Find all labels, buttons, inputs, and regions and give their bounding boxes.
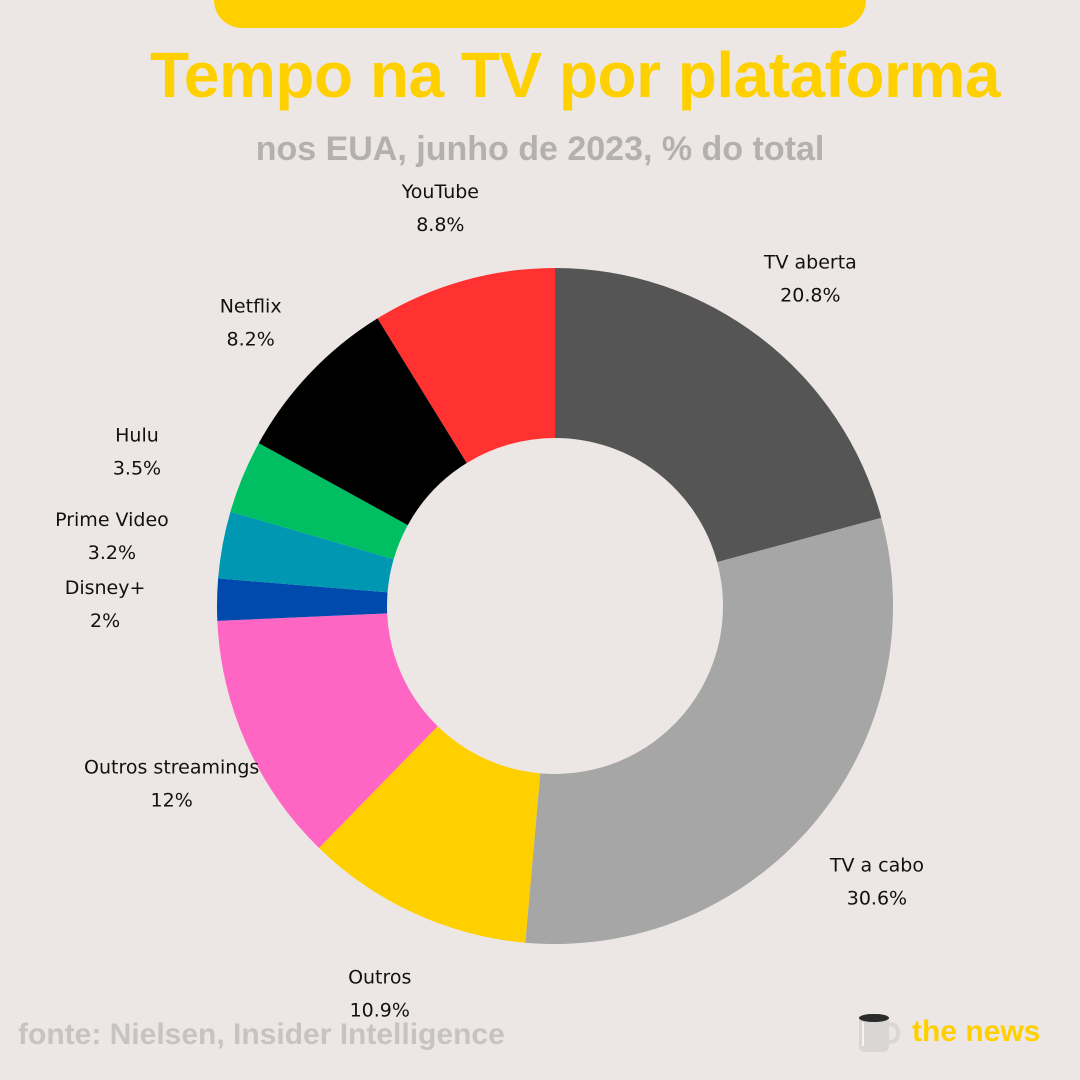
slice-label: Hulu bbox=[115, 424, 159, 446]
slice-value-label: 10.9% bbox=[350, 1000, 410, 1022]
slice-value-label: 3.5% bbox=[113, 457, 161, 479]
slice-value-label: 8.2% bbox=[227, 329, 275, 351]
chart-title: Tempo na TV por plataforma bbox=[150, 39, 1000, 111]
slice-disney- bbox=[217, 578, 388, 621]
brand-name: the news bbox=[912, 1015, 1041, 1048]
slice-label: Disney+ bbox=[65, 577, 146, 599]
slice-label: YouTube bbox=[401, 181, 479, 203]
slice-tv-aberta bbox=[555, 268, 882, 563]
slice-value-label: 8.8% bbox=[416, 214, 464, 236]
slice-youtube bbox=[377, 268, 555, 464]
slice-prime-video bbox=[218, 511, 394, 593]
source-note: fonte: Nielsen, Insider Intelligence bbox=[18, 1018, 505, 1051]
slice-value-label: 30.6% bbox=[847, 888, 907, 910]
slice-outros bbox=[319, 726, 541, 943]
slice-label: Prime Video bbox=[55, 509, 169, 531]
slice-value-label: 20.8% bbox=[780, 285, 840, 307]
slice-value-label: 2% bbox=[90, 610, 120, 632]
slice-netflix bbox=[258, 318, 467, 526]
slice-label: TV aberta bbox=[763, 252, 857, 274]
slice-label: Outros streamings bbox=[84, 757, 259, 779]
brand-logo: the news bbox=[852, 1008, 1040, 1056]
slice-value-label: 12% bbox=[151, 790, 193, 812]
slice-label: Netflix bbox=[220, 296, 282, 318]
slice-outros-streamings bbox=[217, 613, 438, 848]
slice-label: Outros bbox=[348, 967, 411, 989]
slice-tv-a-cabo bbox=[525, 517, 893, 944]
slice-value-label: 3.2% bbox=[88, 542, 136, 564]
slice-hulu bbox=[230, 443, 408, 560]
slice-label: TV a cabo bbox=[829, 855, 924, 877]
coffee-mug-icon bbox=[859, 1014, 900, 1052]
top-accent-bar bbox=[214, 0, 866, 28]
chart-subtitle: nos EUA, junho de 2023, % do total bbox=[255, 130, 825, 168]
